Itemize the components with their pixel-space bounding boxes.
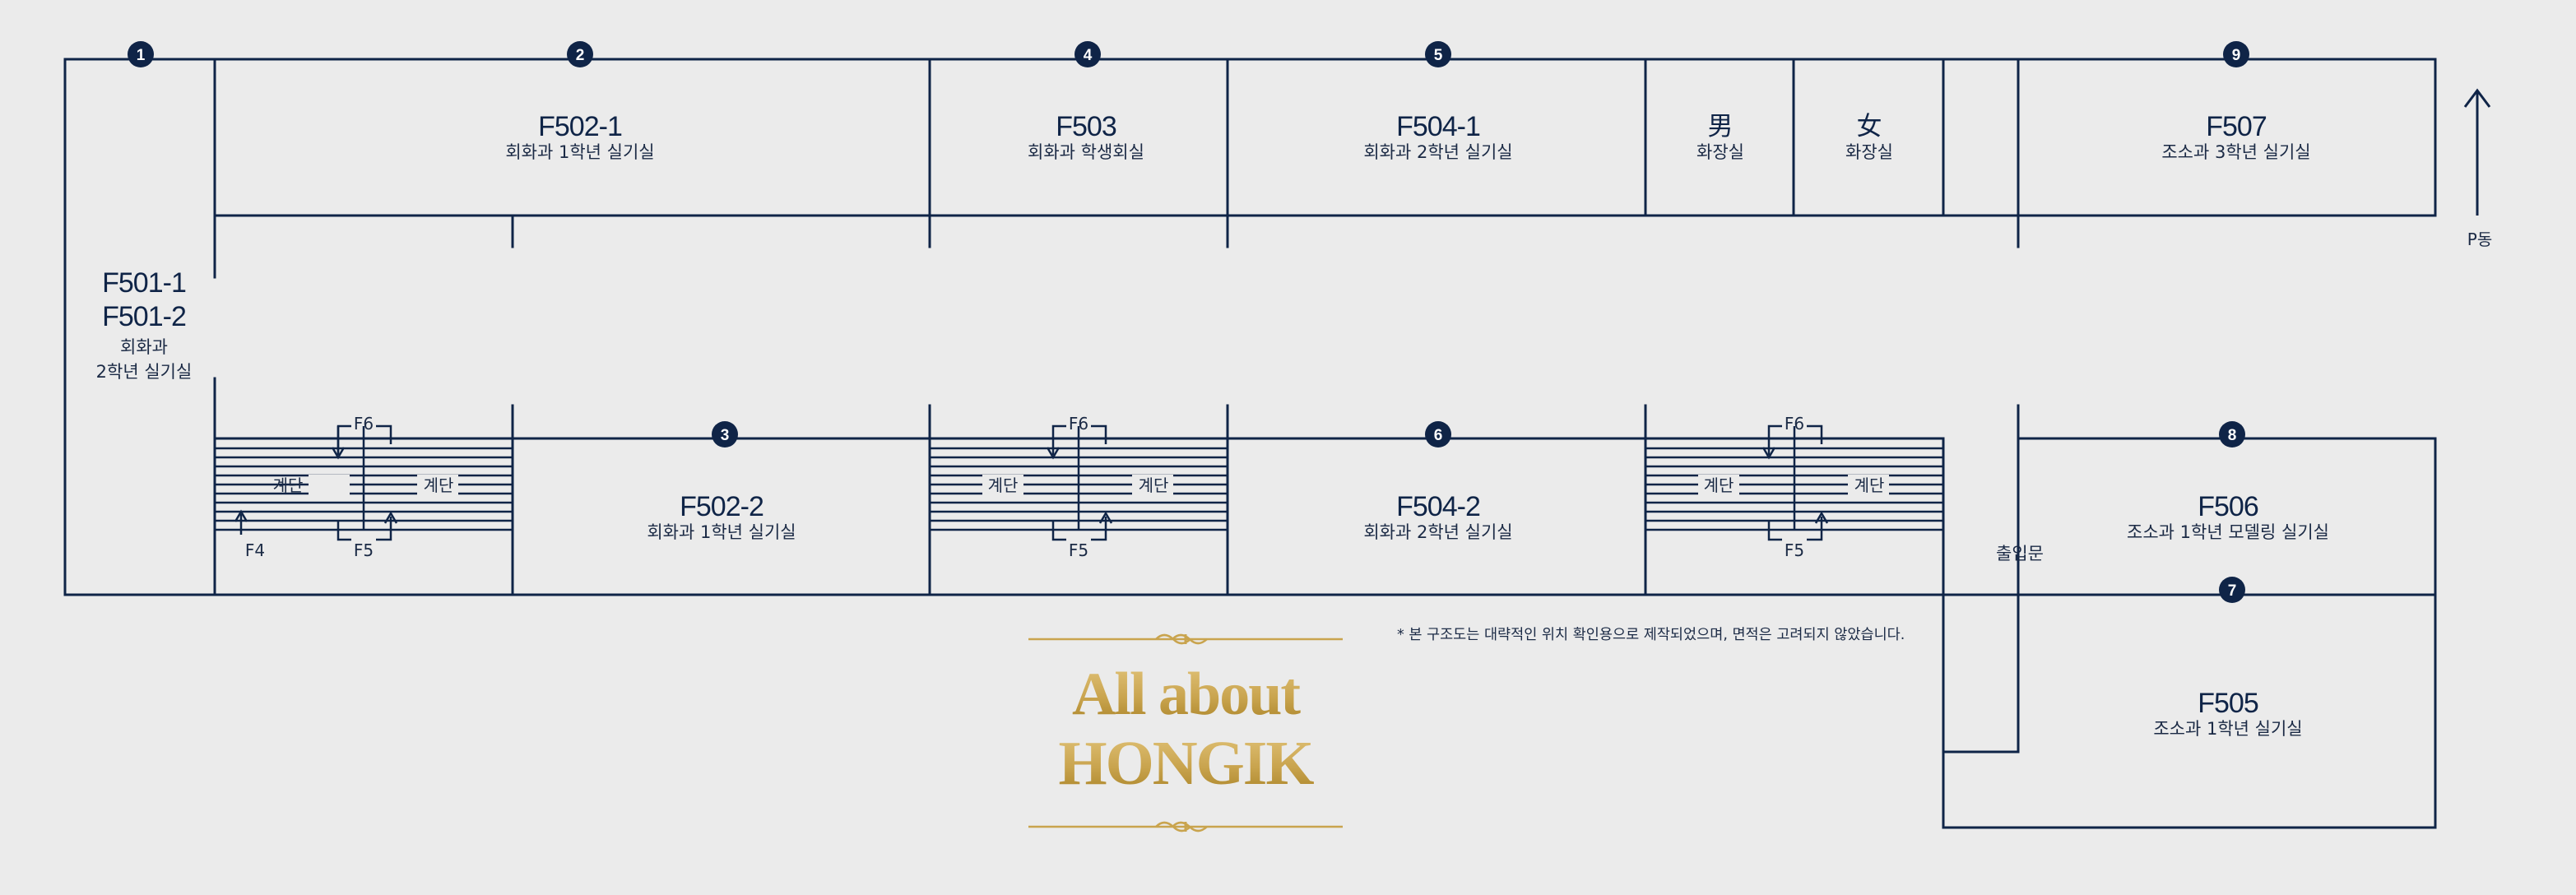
stairs-1-left-label: 계단 bbox=[273, 475, 304, 495]
stairs-1-right-label: 계단 bbox=[424, 475, 454, 495]
stairs-2: F6 F5 계단 계단 bbox=[930, 414, 1228, 560]
svg-text:9: 9 bbox=[2232, 47, 2241, 64]
room-badge-1: 1 bbox=[128, 41, 154, 67]
ornament-bottom-icon bbox=[1028, 821, 1343, 832]
room-code: F501-2 bbox=[102, 301, 186, 332]
room-subtitle: 회화과 1학년 실기실 bbox=[505, 142, 654, 162]
arrow-up-icon bbox=[2463, 88, 2491, 216]
svg-text:6: 6 bbox=[1434, 427, 1443, 444]
room-subtitle: 2학년 실기실 bbox=[96, 362, 193, 382]
room-badge-4: 4 bbox=[1074, 41, 1101, 67]
room-code: F504-1 bbox=[1396, 111, 1480, 142]
logo-line-1: All about bbox=[1072, 661, 1301, 728]
room-subtitle: 조소과 1학년 실기실 bbox=[2153, 719, 2302, 739]
room-subtitle: 화장실 bbox=[1696, 142, 1744, 162]
room-code: F505 bbox=[2198, 688, 2258, 719]
room-code: F504-2 bbox=[1396, 491, 1480, 522]
stairs-3-down-label: F5 bbox=[1785, 540, 1804, 560]
room-code: F502-2 bbox=[680, 491, 764, 522]
room-subtitle: 화장실 bbox=[1845, 142, 1893, 162]
room-f507: F507 조소과 3학년 실기실 bbox=[2161, 111, 2310, 162]
room-f501: F501-1 F501-2 회화과 2학년 실기실 bbox=[96, 267, 193, 382]
room-badge-5: 5 bbox=[1425, 41, 1451, 67]
stairs-2-left-label: 계단 bbox=[988, 475, 1019, 495]
direction-label: P동 bbox=[2467, 230, 2492, 249]
room-subtitle: 조소과 3학년 실기실 bbox=[2161, 142, 2310, 162]
stairs-1: F6 F5 계단 계단 F4 bbox=[215, 414, 513, 560]
room-subtitle: 회화과 학생회실 bbox=[1028, 142, 1144, 162]
room-f504-2: F504-2 회화과 2학년 실기실 bbox=[1363, 491, 1512, 542]
room-code: F507 bbox=[2206, 111, 2267, 142]
logo-line-2: HONGIK bbox=[1059, 729, 1315, 798]
room-f503: F503 회화과 학생회실 bbox=[1028, 111, 1144, 162]
svg-text:1: 1 bbox=[137, 47, 146, 64]
room-badge-2: 2 bbox=[567, 41, 593, 67]
svg-text:7: 7 bbox=[2228, 582, 2237, 600]
stairs-1-down-label: F5 bbox=[354, 540, 374, 560]
room-subtitle: 회화과 1학년 실기실 bbox=[647, 522, 796, 542]
male-symbol: 男 bbox=[1708, 112, 1734, 141]
room-f502-1: F502-1 회화과 1학년 실기실 bbox=[505, 111, 654, 162]
stairs-3-right-label: 계단 bbox=[1854, 475, 1885, 495]
direction-arrow: P동 bbox=[2463, 88, 2492, 249]
stairs-2-up-label: F6 bbox=[1069, 414, 1088, 434]
restroom-female: 女 화장실 bbox=[1845, 112, 1893, 162]
room-f504-1: F504-1 회화과 2학년 실기실 bbox=[1363, 111, 1512, 162]
all-about-hongik-logo: All about HONGIK bbox=[1028, 633, 1343, 832]
stairs-2-right-label: 계단 bbox=[1139, 475, 1169, 495]
room-code: F506 bbox=[2198, 491, 2258, 522]
room-badge-6: 6 bbox=[1425, 421, 1451, 448]
svg-text:5: 5 bbox=[1434, 47, 1443, 64]
room-f506: F506 조소과 1학년 모델링 실기실 bbox=[2127, 491, 2329, 542]
room-subtitle: 회화과 2학년 실기실 bbox=[1363, 522, 1512, 542]
room-subtitle: 회화과 bbox=[120, 337, 168, 357]
room-badge-9: 9 bbox=[2223, 41, 2249, 67]
stairs-3: F6 F5 계단 계단 bbox=[1645, 414, 1943, 560]
female-symbol: 女 bbox=[1857, 112, 1882, 141]
room-subtitle: 조소과 1학년 모델링 실기실 bbox=[2127, 522, 2329, 542]
room-f502-2: F502-2 회화과 1학년 실기실 bbox=[647, 491, 796, 542]
room-code: F503 bbox=[1056, 111, 1116, 142]
ornament-top-icon bbox=[1028, 633, 1343, 645]
svg-text:4: 4 bbox=[1084, 47, 1093, 64]
stairs-3-left-label: 계단 bbox=[1704, 475, 1734, 495]
room-badge-7: 7 bbox=[2219, 577, 2245, 603]
entrance-label: 출입문 bbox=[1996, 544, 2044, 563]
walls bbox=[63, 58, 2437, 829]
restroom-male: 男 화장실 bbox=[1696, 112, 1744, 162]
room-code: F502-1 bbox=[538, 111, 622, 142]
room-badge-8: 8 bbox=[2219, 421, 2245, 448]
svg-text:2: 2 bbox=[576, 47, 585, 64]
stairs-1-extra-label: F4 bbox=[245, 540, 265, 560]
svg-text:3: 3 bbox=[721, 427, 730, 444]
svg-text:8: 8 bbox=[2228, 427, 2237, 444]
room-subtitle: 회화과 2학년 실기실 bbox=[1363, 142, 1512, 162]
room-code: F501-1 bbox=[102, 267, 186, 299]
stairs-2-down-label: F5 bbox=[1069, 540, 1088, 560]
room-f505: F505 조소과 1학년 실기실 bbox=[2153, 688, 2302, 739]
stairs-3-up-label: F6 bbox=[1785, 414, 1804, 434]
disclaimer-note: * 본 구조도는 대략적인 위치 확인용으로 제작되었으며, 면적은 고려되지 … bbox=[1397, 627, 1905, 643]
room-badge-3: 3 bbox=[712, 421, 738, 448]
stairs-1-up-label: F6 bbox=[354, 414, 374, 434]
